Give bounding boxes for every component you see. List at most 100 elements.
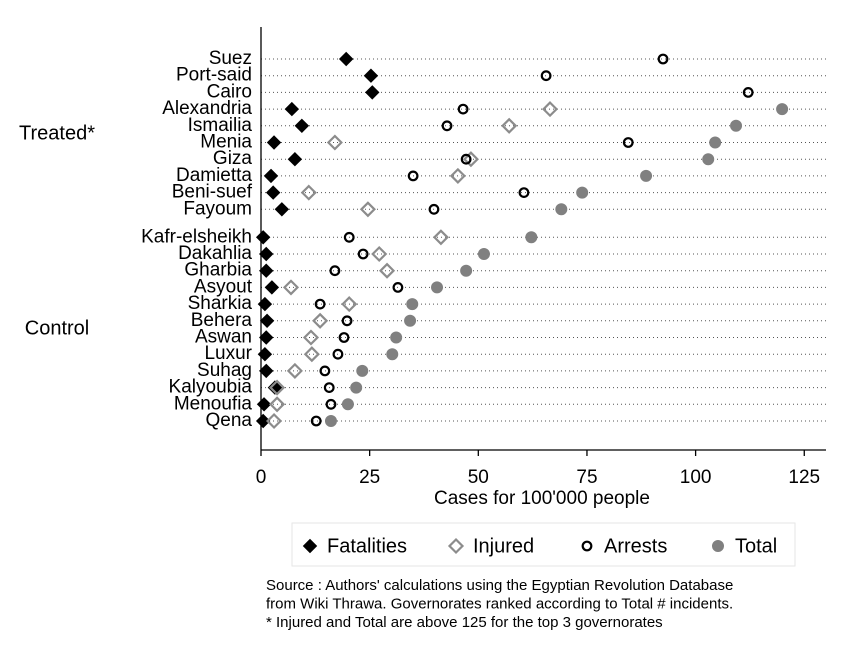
x-tick-label: 50 bbox=[468, 467, 489, 488]
category-label: Menia bbox=[200, 132, 252, 153]
dot-diamond bbox=[365, 85, 380, 100]
dot-diamond bbox=[259, 313, 275, 329]
dot-circle bbox=[730, 119, 743, 132]
dot-diamond bbox=[259, 363, 274, 379]
dot-diamond bbox=[286, 362, 303, 379]
dot-diamond bbox=[541, 101, 559, 118]
dot-diamond bbox=[256, 397, 272, 412]
dot-circle bbox=[314, 298, 326, 310]
dot-circle bbox=[392, 282, 404, 293]
dot-diamond bbox=[282, 279, 300, 296]
dot-circle bbox=[431, 281, 444, 294]
dot-circle bbox=[343, 231, 355, 243]
category-label: Kalyoubia bbox=[169, 377, 253, 398]
category-label: Gharbia bbox=[184, 260, 252, 281]
dot-diamond bbox=[255, 230, 271, 245]
category-label: Beni-suef bbox=[172, 182, 253, 203]
dot-circle bbox=[325, 398, 337, 410]
dot-diamond bbox=[257, 346, 273, 362]
dot-circle bbox=[329, 265, 341, 277]
x-tick-label: 125 bbox=[788, 467, 820, 488]
dot-diamond bbox=[264, 280, 280, 295]
category-label: Behera bbox=[191, 310, 253, 331]
dot-circle bbox=[404, 314, 417, 327]
category-label: Damietta bbox=[176, 165, 252, 186]
dot-diamond bbox=[274, 202, 290, 217]
x-tick-label: 75 bbox=[576, 467, 597, 488]
dot-circle bbox=[428, 203, 440, 215]
category-label: Suez bbox=[209, 48, 252, 69]
group-label: Treated* bbox=[19, 122, 95, 144]
dot-circle bbox=[407, 170, 419, 182]
dot-circle bbox=[776, 103, 789, 116]
dot-circle bbox=[657, 53, 669, 65]
dot-diamond bbox=[257, 296, 273, 312]
dot-diamond bbox=[312, 312, 329, 329]
dot-diamond bbox=[265, 185, 281, 200]
dot-circle bbox=[640, 169, 653, 182]
source-note: from Wiki Thrawa. Governorates ranked ac… bbox=[266, 595, 733, 612]
legend-label: Injured bbox=[473, 535, 534, 557]
dot-diamond bbox=[371, 245, 388, 263]
dot-diamond bbox=[449, 167, 466, 184]
dot-circle bbox=[319, 365, 331, 377]
dot-diamond bbox=[265, 412, 283, 430]
dot-diamond bbox=[363, 68, 379, 83]
source-note: * Injured and Total are above 125 for th… bbox=[266, 614, 663, 631]
dot-circle bbox=[350, 381, 363, 394]
category-label: Asyout bbox=[194, 276, 253, 297]
dot-circle bbox=[357, 248, 369, 260]
dot-diamond bbox=[300, 184, 317, 201]
dot-diamond bbox=[432, 229, 449, 246]
dot-circle bbox=[310, 415, 322, 427]
dot-circle bbox=[341, 398, 354, 411]
dot-diamond bbox=[269, 396, 286, 413]
dot-circle bbox=[386, 348, 399, 361]
dot-circle bbox=[390, 331, 403, 344]
dot-diamond bbox=[266, 135, 282, 150]
dot-circle bbox=[576, 186, 589, 199]
source-note: Source : Authors' calculations using the… bbox=[266, 577, 733, 594]
dot-diamond bbox=[326, 134, 343, 151]
dot-diamond bbox=[501, 117, 518, 134]
dot-circle bbox=[540, 70, 552, 82]
dot-diamond bbox=[462, 151, 479, 168]
category-label: Qena bbox=[206, 410, 253, 431]
category-label: Dakahlia bbox=[178, 243, 252, 264]
legend-marker bbox=[302, 538, 318, 554]
dot-circle bbox=[356, 364, 369, 377]
dot-circle bbox=[518, 187, 530, 199]
dot-diamond bbox=[341, 296, 358, 313]
legend-box bbox=[291, 522, 796, 567]
dot-diamond bbox=[378, 262, 396, 279]
x-tick-label: 0 bbox=[256, 467, 267, 488]
legend-marker bbox=[712, 540, 724, 552]
dot-circle bbox=[323, 382, 335, 394]
legend-label: Arrests bbox=[604, 535, 667, 557]
dot-diamond bbox=[269, 379, 286, 396]
x-axis-title: Cases for 100'000 people bbox=[434, 488, 650, 509]
dot-circle bbox=[460, 153, 472, 165]
dot-circle bbox=[406, 298, 419, 311]
dot-diamond bbox=[302, 329, 320, 346]
dot-circle bbox=[477, 248, 490, 260]
dot-diamond bbox=[287, 151, 303, 167]
dot-diamond bbox=[294, 118, 310, 134]
category-label: Ismailia bbox=[188, 115, 253, 136]
category-label: Menoufia bbox=[174, 393, 253, 414]
legend-label: Total bbox=[735, 535, 777, 557]
dot-diamond bbox=[267, 380, 283, 395]
dot-diamond bbox=[255, 413, 271, 429]
legend-marker bbox=[581, 540, 593, 552]
category-label: Luxur bbox=[204, 343, 252, 364]
dot-circle bbox=[709, 136, 722, 149]
legend-marker bbox=[447, 537, 465, 555]
dot-circle bbox=[460, 264, 473, 277]
x-tick-label: 100 bbox=[680, 467, 712, 488]
category-label: Fayoum bbox=[183, 198, 252, 219]
x-tick-label: 25 bbox=[359, 467, 380, 488]
dot-circle bbox=[441, 120, 453, 132]
dot-circle bbox=[622, 137, 634, 148]
dot-circle bbox=[332, 348, 344, 360]
